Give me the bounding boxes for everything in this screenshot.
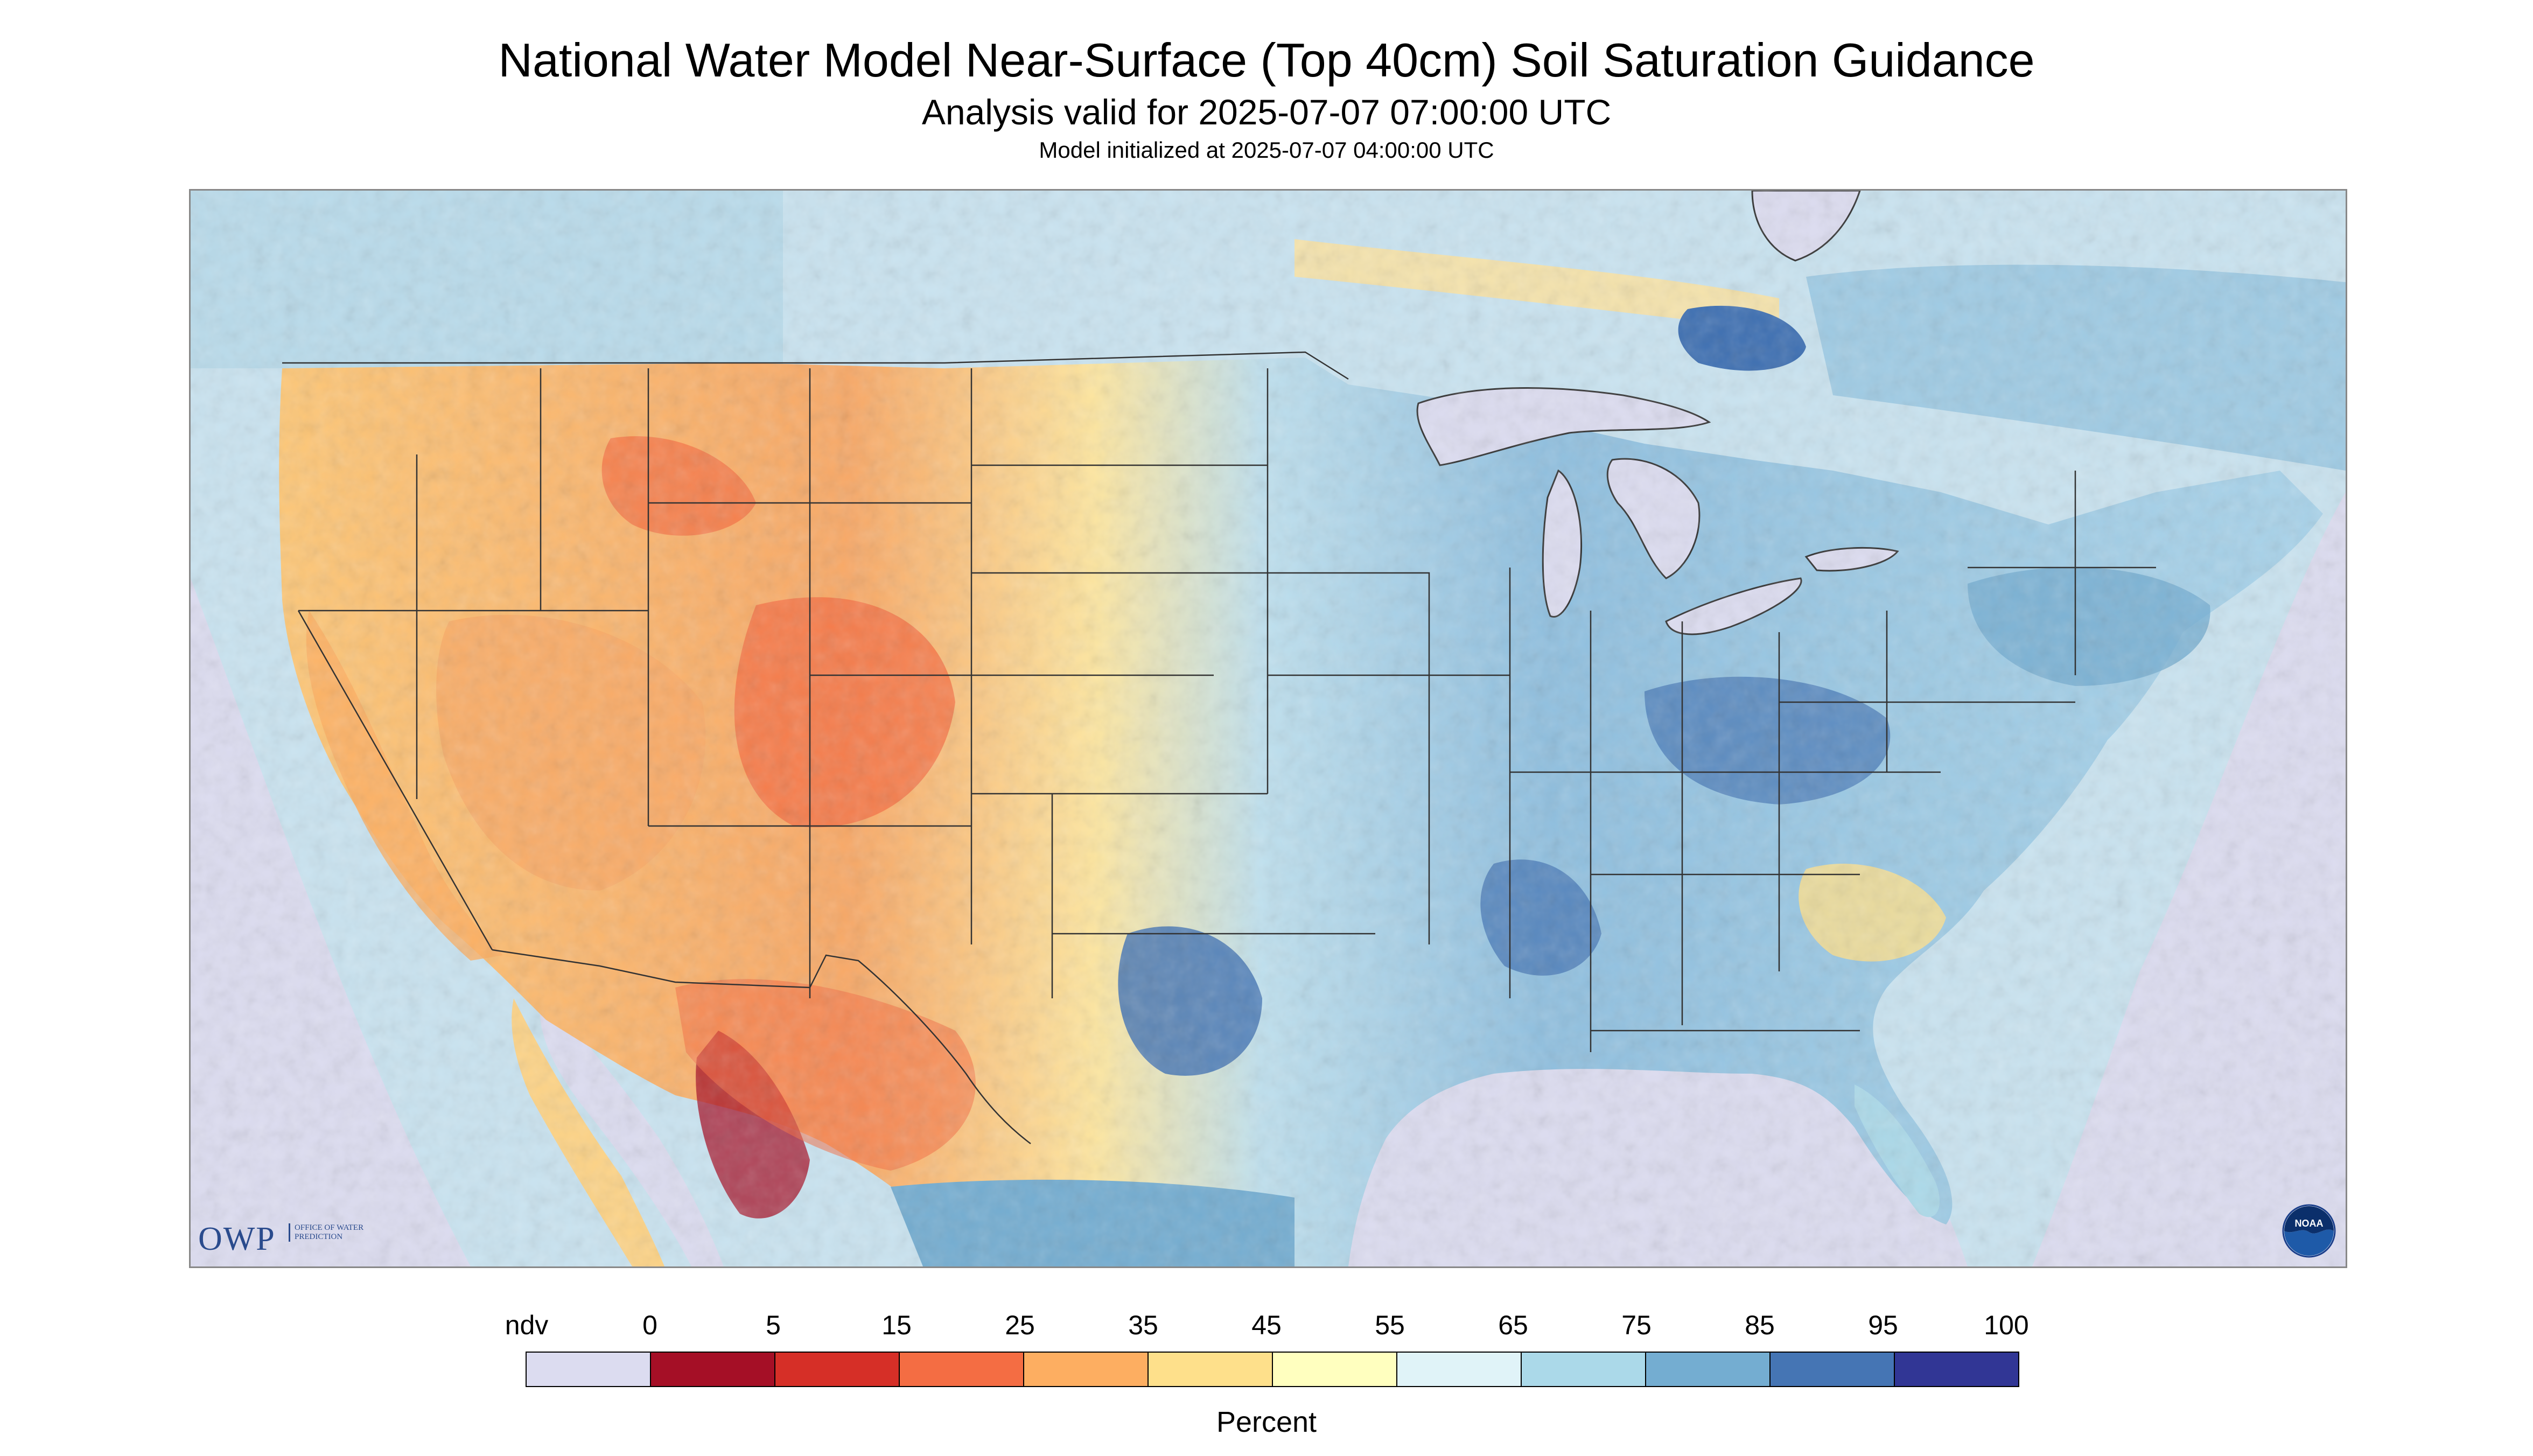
legend-tick-label: 75 — [1621, 1310, 1652, 1340]
us-mexico-border — [492, 949, 1031, 1144]
legend-swatch — [1023, 1352, 1149, 1387]
map-title: National Water Model Near-Surface (Top 4… — [498, 33, 2035, 87]
legend-tick-label: 85 — [1745, 1310, 1775, 1340]
state-lines-central — [971, 368, 1510, 998]
legend-swatch — [650, 1352, 775, 1387]
legend-swatch — [1396, 1352, 1522, 1387]
legend-tick-label: 65 — [1498, 1310, 1528, 1340]
state-lines-west — [297, 368, 1214, 998]
legend-swatch — [1521, 1352, 1646, 1387]
owp-logo-letters: OWP — [198, 1221, 276, 1257]
legend-swatch — [774, 1352, 900, 1387]
political-borders — [282, 351, 2156, 1144]
legend-tick-label: 100 — [1984, 1310, 2029, 1340]
legend-swatch — [1894, 1352, 2019, 1387]
legend-tick-label: 5 — [766, 1310, 781, 1340]
legend-swatch — [1769, 1352, 1895, 1387]
legend-swatch — [1147, 1352, 1273, 1387]
legend-unit-label: Percent — [1216, 1406, 1317, 1438]
noaa-logo: NOAA — [2282, 1204, 2336, 1258]
legend-tick-label: 25 — [1005, 1310, 1035, 1340]
soil-saturation-map[interactable] — [189, 189, 2347, 1268]
legend-tick-label: 45 — [1251, 1310, 1282, 1340]
state-lines-east — [1509, 471, 2156, 1052]
valid-time-subtitle: Analysis valid for 2025-07-07 07:00:00 U… — [921, 92, 1612, 132]
owp-logo-subtext: OFFICE OF WATER PREDICTION — [289, 1223, 375, 1242]
legend-swatch — [526, 1352, 651, 1387]
legend-tick-label: 95 — [1868, 1310, 1898, 1340]
legend-tick-label: 35 — [1128, 1310, 1158, 1340]
legend-swatch — [1645, 1352, 1771, 1387]
legend-tick-labels: ndv 0 5 15 25 35 45 55 65 75 85 95 100 — [505, 1310, 2029, 1342]
init-time-line: Model initialized at 2025-07-07 04:00:00… — [1039, 137, 1494, 163]
legend-swatch — [1272, 1352, 1397, 1387]
svg-text:NOAA: NOAA — [2295, 1218, 2324, 1229]
canada-us-border — [282, 351, 1349, 380]
legend-color-bar — [526, 1352, 2019, 1387]
legend-tick-label: 0 — [642, 1310, 657, 1340]
legend-tick-label: 15 — [881, 1310, 912, 1340]
legend-tick-label: ndv — [505, 1310, 549, 1340]
legend-swatch — [899, 1352, 1024, 1387]
legend-tick-label: 55 — [1375, 1310, 1405, 1340]
